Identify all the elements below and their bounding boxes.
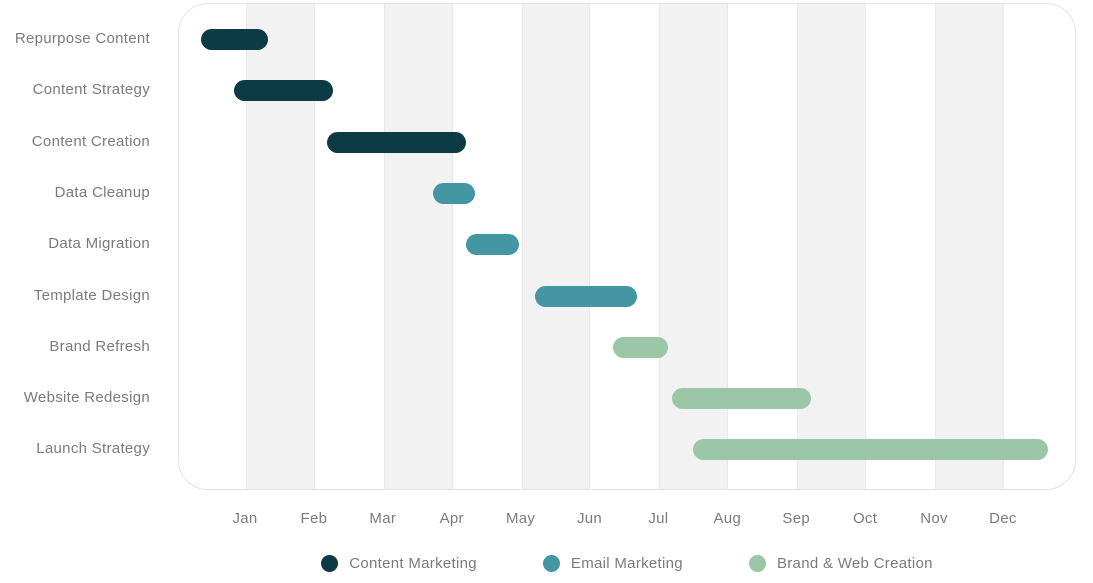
legend: Content Marketing Email Marketing Brand & … [178,555,1076,572]
month-band-jan [246,4,315,489]
x-tick-oct: Oct [852,510,878,527]
gantt-bar-data-cleanup [432,182,476,204]
x-tick-aug: Aug [713,510,742,527]
month-band-sep [797,4,867,489]
gantt-bar-repurpose-content [201,29,269,50]
task-label-template-design: Template Design [33,286,150,304]
legend-label-brand-web-creation: Brand & Web Creation [776,555,933,572]
task-label-launch-strategy: Launch Strategy [36,440,150,458]
task-label-brand-refresh: Brand Refresh [49,337,150,355]
task-label-data-migration: Data Migration [48,235,150,253]
x-tick-nov: Nov [920,510,948,527]
x-tick-apr: Apr [439,510,464,527]
gantt-bar-template-design [535,285,638,307]
legend-item-brand-web-creation: Brand & Web Creation [748,555,933,572]
gantt-bar-launch-strategy [693,439,1048,461]
month-band-mar [383,4,453,489]
plot-area [178,3,1076,490]
task-label-data-cleanup: Data Cleanup [54,183,150,201]
x-tick-feb: Feb [300,510,328,527]
task-label-website-redesign: Website Redesign [23,389,150,407]
month-band-may [521,4,591,489]
x-tick-sep: Sep [782,510,810,527]
legend-dot-content-marketing [321,555,339,572]
task-label-content-creation: Content Creation [31,132,150,150]
month-band-jul [659,4,729,489]
x-tick-dec: Dec [989,510,1017,527]
gantt-bar-brand-refresh [613,336,668,358]
legend-label-email-marketing: Email Marketing [570,555,683,572]
task-label-repurpose-content: Repurpose Content [14,30,150,47]
x-tick-jun: Jun [576,510,603,527]
legend-item-content-marketing: Content Marketing [321,555,477,572]
x-tick-jul: Jul [648,510,669,527]
legend-dot-brand-web-creation [748,555,766,572]
month-band-nov [935,4,1004,489]
x-tick-jan: Jan [232,510,258,527]
task-label-content-strategy: Content Strategy [32,81,150,99]
x-tick-mar: Mar [369,510,397,527]
gantt-bar-data-migration [465,234,519,256]
gantt-bar-content-creation [326,131,466,153]
x-tick-may: May [505,510,536,527]
gantt-bar-website-redesign [672,388,811,410]
legend-label-content-marketing: Content Marketing [349,555,477,572]
gantt-bar-content-strategy [234,80,333,102]
legend-item-email-marketing: Email Marketing [542,555,683,572]
legend-dot-email-marketing [542,555,560,572]
